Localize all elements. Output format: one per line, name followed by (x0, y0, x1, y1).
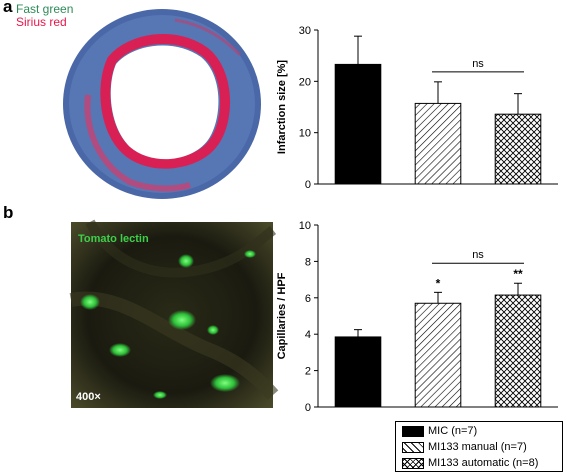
bar (334, 63, 382, 185)
significance-star: ** (513, 267, 523, 281)
significance-star: * (436, 276, 441, 290)
legend-item-automatic: MI133 automatic (n=8) (402, 456, 538, 470)
bar (414, 302, 462, 408)
significance-label: ns (472, 58, 484, 70)
microscopy-image: Tomato lectin 400× (69, 219, 279, 408)
legend-label: MI133 automatic (n=8) (428, 457, 539, 469)
y-tick-label: 0 (305, 402, 311, 414)
legend-swatch-crosshatch (402, 457, 424, 469)
legend-item-mic: MIC (n=7) (402, 424, 477, 438)
bar (494, 294, 542, 408)
y-tick-label: 2 (305, 366, 311, 378)
y-tick-label: 4 (305, 329, 311, 341)
tomato-lectin-label: Tomato lectin (78, 233, 149, 245)
sirius-red-label: Sirius red (16, 15, 67, 29)
y-axis-label: Infarction size [%] (276, 60, 288, 154)
y-tick-label: 10 (299, 128, 311, 140)
legend-swatch-diagonal (402, 441, 424, 453)
y-tick-label: 0 (305, 179, 311, 191)
y-axis-label: Capillaries / HPF (276, 272, 288, 359)
y-tick-label: 10 (299, 220, 311, 232)
infarction-size-chart: 0 10 20 30 Infarction size [%] ns (276, 25, 558, 191)
fast-green-label: Fast green (16, 2, 74, 16)
y-tick-label: 30 (299, 25, 311, 37)
legend-item-manual: MI133 manual (n=7) (402, 440, 527, 454)
magnification-label: 400× (76, 391, 101, 403)
legend-label: MI133 manual (n=7) (428, 441, 527, 453)
bar (494, 113, 542, 185)
legend-swatch-solid (402, 425, 424, 437)
legend-label: MIC (n=7) (428, 425, 478, 437)
y-tick-label: 20 (299, 76, 311, 88)
significance-label: ns (472, 249, 484, 261)
legend: MIC (n=7) MI133 manual (n=7) MI133 autom… (395, 421, 563, 472)
panel-label-a: a (3, 0, 13, 16)
y-tick-label: 6 (305, 293, 311, 305)
panel-label-b: b (3, 203, 14, 222)
bar (334, 336, 382, 408)
y-tick-label: 8 (305, 256, 311, 268)
bar (414, 102, 462, 185)
heart-section-image (63, 9, 261, 199)
